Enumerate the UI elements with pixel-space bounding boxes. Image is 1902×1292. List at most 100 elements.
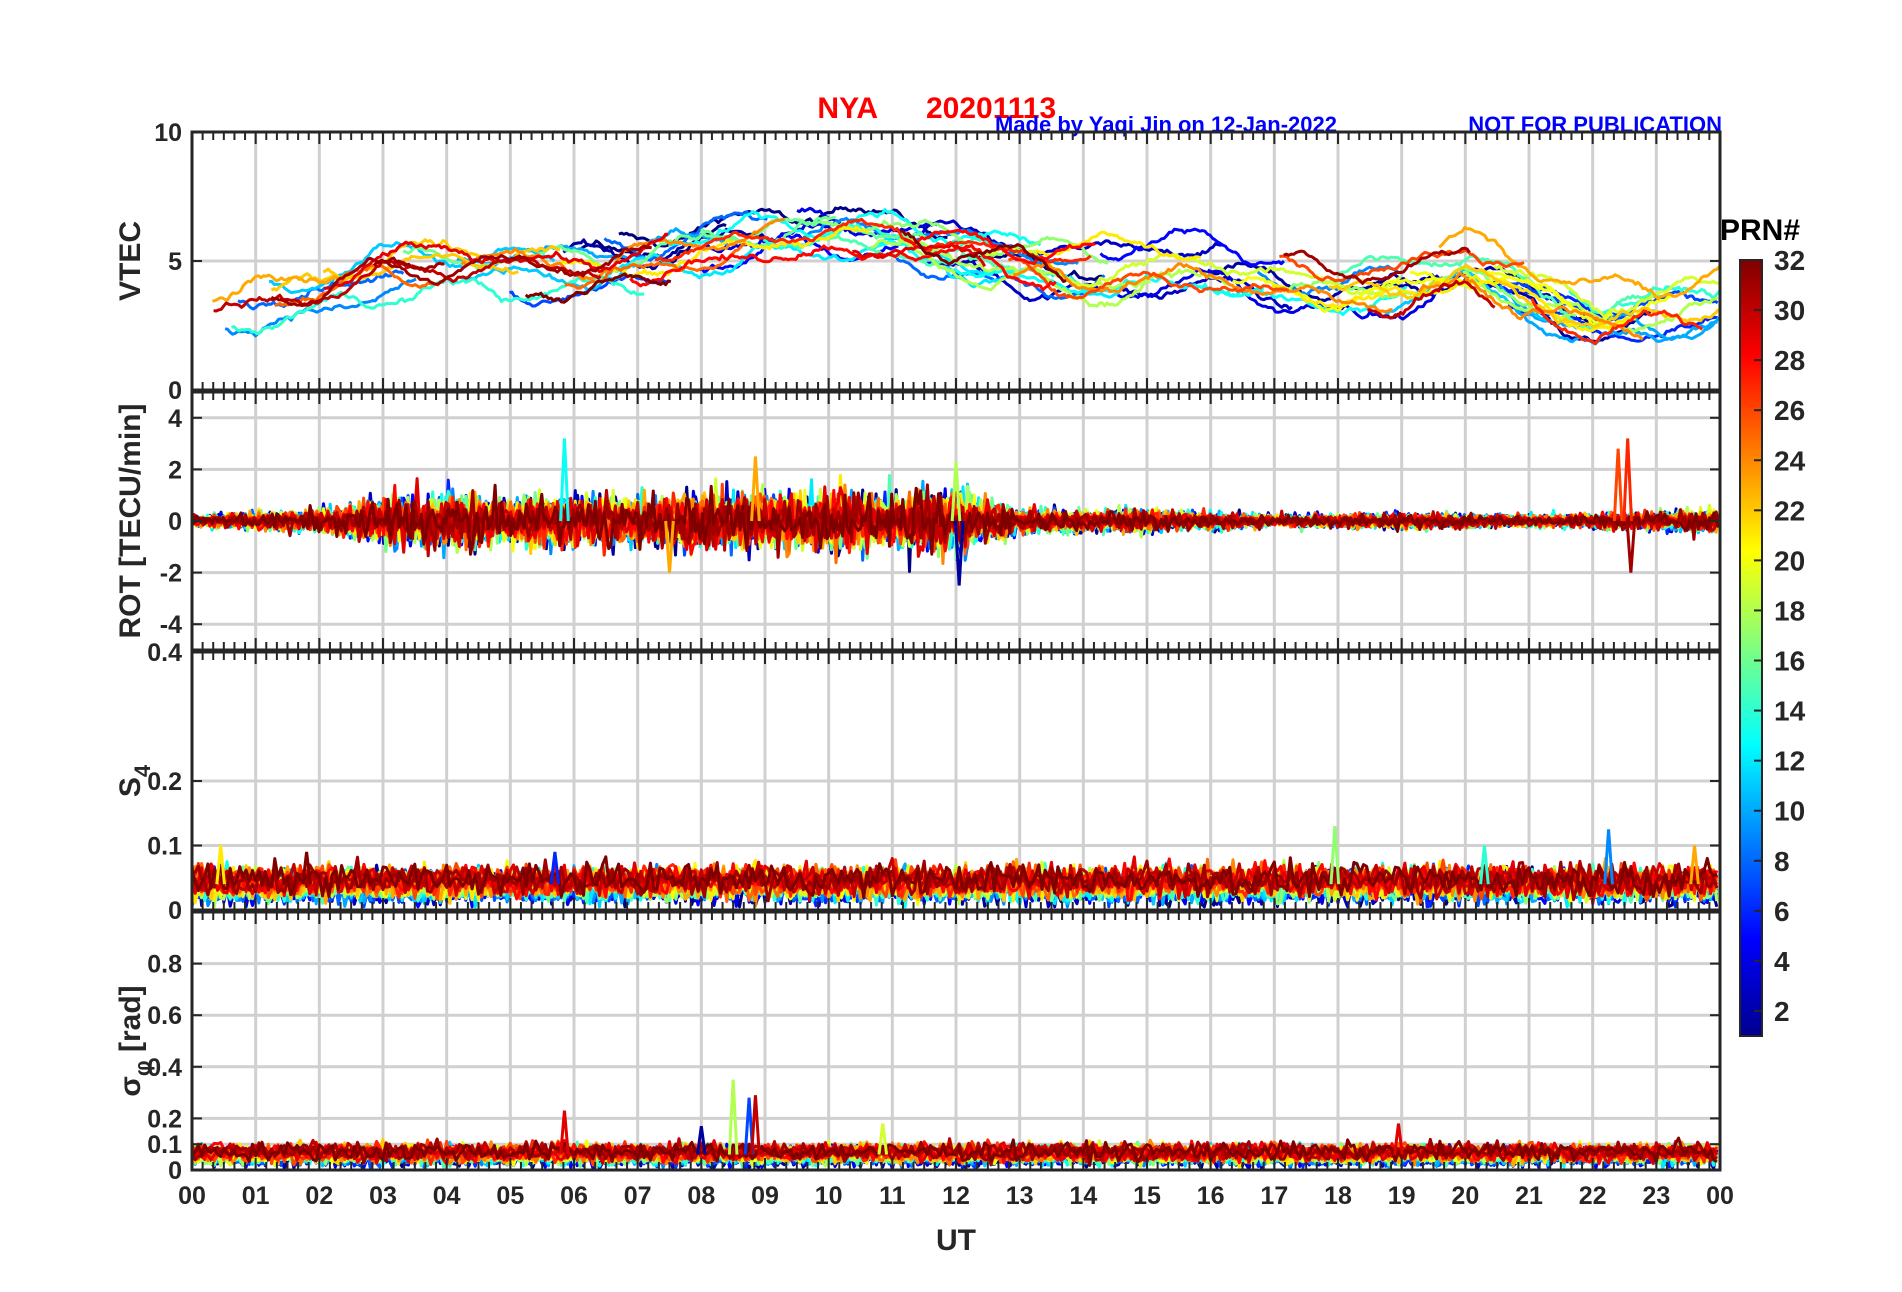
colorbar-tick-label: 26 <box>1774 395 1805 426</box>
y-tick-label: 0.1 <box>147 833 182 861</box>
colorbar-tick-label: 6 <box>1774 896 1790 927</box>
y-axis-label-main: VTEC <box>114 221 147 301</box>
prn-series-23 <box>212 272 351 303</box>
spike-mark-1 <box>664 520 675 573</box>
spike-mark-7 <box>1625 520 1637 573</box>
prn-series-32 <box>900 229 1067 283</box>
y-tick-label: 2 <box>168 456 182 484</box>
vtec-panel: 0 5 10 VTEC <box>114 119 1722 405</box>
x-tick-label: 09 <box>751 1182 779 1210</box>
colorbar-tick-label: 16 <box>1774 646 1805 677</box>
colorbar-tick-label: 24 <box>1774 445 1806 476</box>
colorbar-label: PRN# <box>1720 214 1800 247</box>
series-group <box>212 206 1720 346</box>
colorbar-tick-label: 14 <box>1774 696 1806 727</box>
prn-series-8 <box>237 269 405 311</box>
spike-mark-5 <box>1603 829 1614 885</box>
prn-series-27 <box>1530 297 1704 346</box>
spike-mark-2 <box>549 851 561 885</box>
colorbar-tick-label: 8 <box>1774 846 1790 877</box>
y-tick-label: 0.8 <box>147 951 182 979</box>
prn-series-21 <box>1271 274 1635 332</box>
prn-series-26 <box>1279 248 1525 283</box>
spike-mark-6 <box>1393 1123 1404 1155</box>
colorbar-tick-label: 22 <box>1774 495 1805 526</box>
y-tick-label: 10 <box>154 119 182 147</box>
prn-series-32 <box>192 1136 1718 1167</box>
spike-mark-0 <box>215 845 226 885</box>
x-tick-label: 06 <box>560 1182 588 1210</box>
prn-series-31 <box>270 256 445 307</box>
spike-mark-0 <box>559 1110 570 1155</box>
prn-series-28 <box>629 243 1057 292</box>
y-tick-label: 0.6 <box>147 1002 182 1030</box>
spike-mark-2 <box>727 1079 739 1155</box>
spike-mark-4 <box>950 461 962 522</box>
x-tick-label: 02 <box>305 1182 333 1210</box>
y-tick-label: 0.4 <box>147 1054 182 1082</box>
series-group <box>192 438 1720 586</box>
x-tick-label: 10 <box>815 1182 843 1210</box>
colorbar-tick-label: 10 <box>1774 796 1805 827</box>
title-date: 20201113 <box>926 92 1056 125</box>
prn-series-5 <box>1099 227 1285 267</box>
x-tick-label: 17 <box>1260 1182 1288 1210</box>
y-axis-label: σφ [rad] <box>114 985 155 1096</box>
prn-series-22 <box>1328 263 1720 329</box>
spike-mark-3 <box>953 520 965 586</box>
prn-series-24 <box>1013 261 1393 314</box>
title-station: NYA <box>817 92 878 125</box>
colorbar-tick-label: 18 <box>1774 595 1805 626</box>
prn-series-26 <box>1008 256 1290 300</box>
spike-mark-0 <box>559 438 570 522</box>
series-group <box>192 826 1719 909</box>
y-axis-label: ROT [TECU/min] <box>114 404 147 639</box>
x-tick-label: 19 <box>1388 1182 1416 1210</box>
y-axis-label-unit: [rad] <box>114 985 147 1060</box>
y-tick-label: 0.2 <box>147 1105 182 1133</box>
prn-series-29 <box>852 242 987 268</box>
x-tick-label: 04 <box>433 1182 461 1210</box>
x-tick-label: 14 <box>1069 1182 1097 1210</box>
colorbar-tick-label: 30 <box>1774 295 1805 326</box>
prn-series-18 <box>870 239 1237 292</box>
x-tick-label: 05 <box>496 1182 524 1210</box>
prn-series-25 <box>564 242 746 290</box>
prn-series-23 <box>1438 226 1720 301</box>
x-tick-label: 20 <box>1451 1182 1479 1210</box>
spike-mark-1 <box>696 1125 707 1155</box>
x-tick-label: 03 <box>369 1182 397 1210</box>
y-axis-label-sub: φ <box>130 1060 155 1076</box>
y-tick-label: -2 <box>160 560 182 588</box>
x-tick-label: 00 <box>178 1182 206 1210</box>
prn-series-31 <box>372 244 652 286</box>
y-tick-label: -4 <box>160 611 182 639</box>
spike-mark-4 <box>1479 845 1490 885</box>
sigma-phi-panel: 00.10.2 0.4 0.6 0.8 σφ [rad] <box>114 910 1722 1185</box>
x-tick-label: 16 <box>1197 1182 1225 1210</box>
x-tick-label: 08 <box>687 1182 715 1210</box>
series-group <box>192 1079 1719 1170</box>
spike-mark-5 <box>1612 448 1624 522</box>
y-axis-label: VTEC <box>114 221 147 301</box>
prn-series-30 <box>1367 279 1496 320</box>
x-tick-label: 22 <box>1579 1182 1607 1210</box>
x-tick-label: 18 <box>1324 1182 1352 1210</box>
prn-series-30 <box>213 256 602 313</box>
x-tick-label: 13 <box>1006 1182 1034 1210</box>
x-tick-label: 23 <box>1642 1182 1670 1210</box>
x-tick-label: 12 <box>942 1182 970 1210</box>
y-tick-label: 0.4 <box>147 639 182 667</box>
y-tick-label: 0 <box>168 508 182 536</box>
y-tick-label: 0 <box>168 377 182 405</box>
x-tick-label: 21 <box>1515 1182 1543 1210</box>
x-axis-label: UT <box>936 1224 976 1257</box>
spike-mark-5 <box>877 1123 889 1155</box>
x-tick-label: 11 <box>879 1182 906 1210</box>
x-tick-label: 07 <box>624 1182 652 1210</box>
rot-panel: -4 -2 0 2 4 ROT [TECU/min] <box>114 390 1722 652</box>
spike-mark-6 <box>1689 845 1700 885</box>
prn-series-32 <box>192 855 1718 900</box>
